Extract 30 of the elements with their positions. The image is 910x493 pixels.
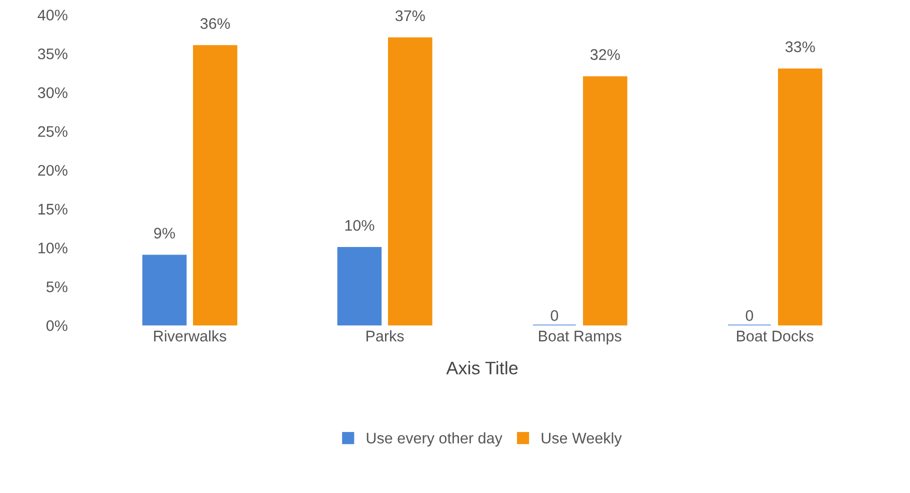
legend-label: Use every other day xyxy=(366,432,502,447)
x-axis-title: Axis Title xyxy=(446,361,518,374)
bar xyxy=(193,45,238,326)
data-label: 9% xyxy=(154,228,175,239)
bar xyxy=(388,37,432,326)
bar xyxy=(778,68,822,326)
bar xyxy=(142,254,187,326)
y-tick-label: 5% xyxy=(46,281,68,292)
legend-label: Use Weekly xyxy=(542,432,622,447)
data-label: 0 xyxy=(550,310,558,321)
data-label: 33% xyxy=(785,41,815,52)
data-label: 32% xyxy=(590,49,620,60)
x-tick-label: Boat Ramps xyxy=(539,330,622,344)
bar xyxy=(337,247,382,326)
y-tick-label: 40% xyxy=(38,10,68,20)
y-tick-label: 25% xyxy=(38,126,68,137)
data-label: 37% xyxy=(395,10,425,22)
y-tick-label: 30% xyxy=(38,87,68,98)
x-tick-label: Riverwalks xyxy=(154,330,226,342)
data-label: 36% xyxy=(200,18,230,29)
x-tick-label: Parks xyxy=(366,330,404,342)
y-tick-label: 15% xyxy=(38,204,68,215)
y-tick-label: 20% xyxy=(38,164,68,176)
y-tick-label: 10% xyxy=(38,242,68,254)
y-tick-label: 0% xyxy=(46,320,68,332)
bar xyxy=(583,76,628,326)
y-tick-label: 35% xyxy=(38,48,68,60)
data-label: 10% xyxy=(345,220,374,231)
data-label: 0 xyxy=(746,310,754,321)
x-tick-label: Boat Docks xyxy=(736,330,814,342)
